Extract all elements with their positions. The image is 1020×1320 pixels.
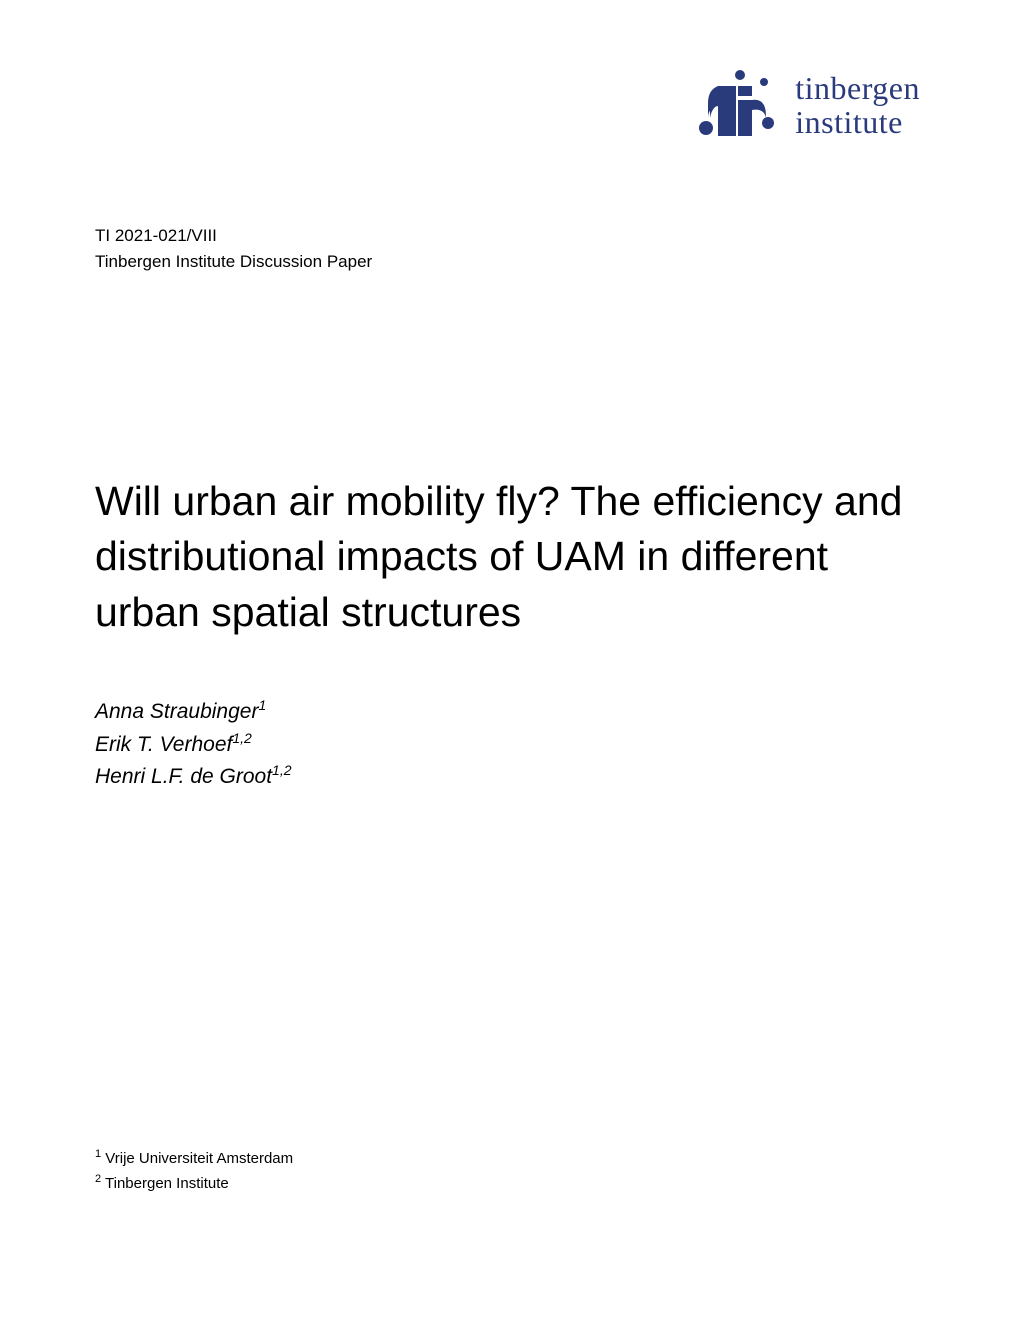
affiliation-sup: 2 [95, 1173, 101, 1185]
affiliation: 2 Tinbergen Institute [95, 1171, 293, 1196]
author: Anna Straubinger1 [95, 695, 925, 728]
paper-series: Tinbergen Institute Discussion Paper [95, 249, 925, 275]
author-sup: 1 [258, 697, 266, 713]
affiliation-text: Tinbergen Institute [105, 1175, 229, 1192]
affiliation-sup: 1 [95, 1148, 101, 1160]
author-name: Henri L.F. de Groot [95, 765, 272, 788]
paper-title: Will urban air mobility fly? The efficie… [95, 474, 925, 640]
affiliations-list: 1 Vrije Universiteit Amsterdam 2 Tinberg… [95, 1146, 293, 1195]
author-name: Erik T. Verhoef [95, 733, 232, 756]
author-sup: 1,2 [272, 762, 291, 778]
author-name: Anna Straubinger [95, 700, 258, 723]
logo-text-line2: institute [795, 106, 920, 140]
affiliation-text: Vrije Universiteit Amsterdam [105, 1150, 293, 1167]
authors-list: Anna Straubinger1 Erik T. Verhoef1,2 Hen… [95, 695, 925, 793]
affiliation: 1 Vrije Universiteit Amsterdam [95, 1146, 293, 1171]
tinbergen-logo-icon [688, 68, 783, 143]
paper-id: TI 2021-021/VIII [95, 223, 925, 249]
logo: tinbergen institute [688, 68, 920, 143]
author: Henri L.F. de Groot1,2 [95, 760, 925, 793]
author: Erik T. Verhoef1,2 [95, 728, 925, 761]
paper-meta: TI 2021-021/VIII Tinbergen Institute Dis… [95, 223, 925, 274]
author-sup: 1,2 [232, 730, 251, 746]
logo-text-line1: tinbergen [795, 72, 920, 106]
logo-text: tinbergen institute [795, 72, 920, 139]
